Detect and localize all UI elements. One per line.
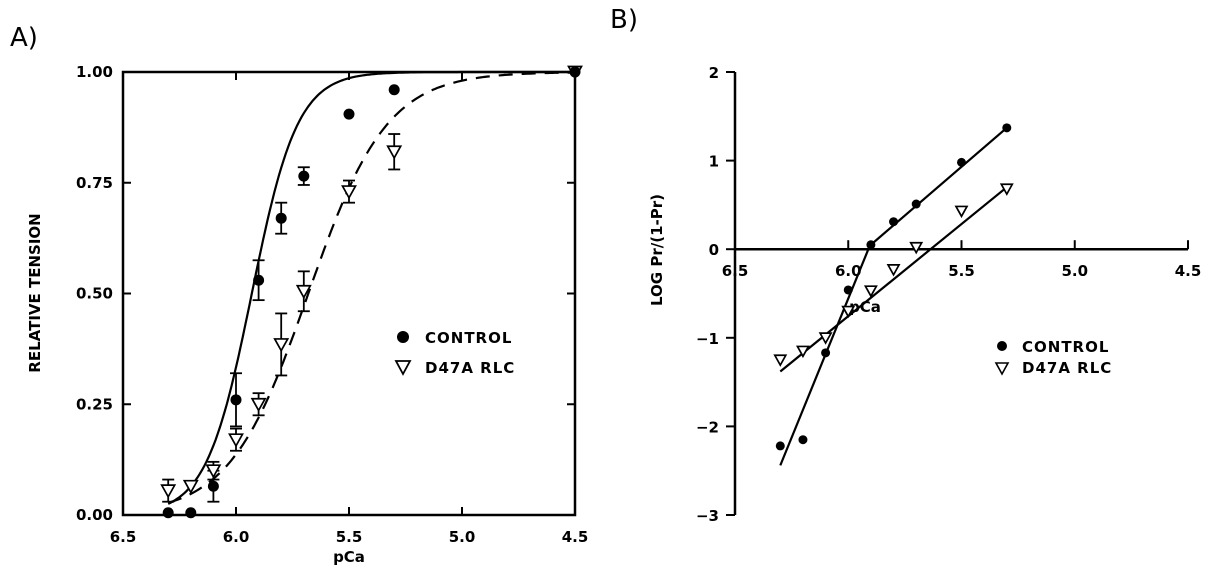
control-point (388, 84, 400, 96)
x-tick-label: 4.5 (562, 528, 589, 546)
control-point (866, 240, 876, 250)
panel-a-y-axis-title: RELATIVE TENSION (26, 213, 44, 372)
legend-b-d47a-label: D47A RLC (1022, 359, 1112, 377)
x-tick-label: 6.5 (722, 262, 749, 280)
d47a-point (273, 338, 290, 353)
legend-control-marker (397, 331, 409, 343)
x-tick-label: 6.0 (223, 528, 250, 546)
panel-a-x-axis-title: pCa (333, 548, 365, 566)
d47a-fit-curve (167, 71, 575, 504)
legend-control-label: CONTROL (425, 329, 512, 347)
x-tick-label: 5.5 (948, 262, 975, 280)
panel-a-label: A) (10, 23, 38, 53)
d47a-point (863, 285, 878, 298)
control-point (843, 285, 853, 295)
d47a-point (954, 205, 969, 219)
d47a-point (228, 433, 244, 448)
legend-b-control-marker (997, 341, 1007, 351)
control-point (162, 507, 174, 519)
y-tick-label: 0.75 (76, 174, 113, 192)
x-tick-label: 6.5 (110, 528, 137, 546)
control-point (185, 507, 197, 519)
d47a-point (295, 284, 312, 300)
legend-d47a-marker (394, 360, 412, 376)
x-tick-label: 5.0 (449, 528, 476, 546)
panel-b-x-axis-title: pCa (849, 298, 881, 316)
panel-a-y-axis: 0.00 0.25 0.50 0.75 1.00 (76, 63, 575, 524)
x-tick-label: 5.5 (336, 528, 363, 546)
d47a-point (250, 397, 267, 413)
legend-d47a-label: D47A RLC (425, 359, 515, 377)
panel-a-chart: A) 6.5 6.0 5.5 5.0 4.5 0.000.250.500.751.00 … (10, 23, 588, 566)
y-tick-label: −3 (696, 507, 719, 525)
control-point (569, 66, 581, 78)
x-tick-label: 4.5 (1175, 262, 1202, 280)
x-tick-label: 6.0 (835, 262, 862, 280)
control-point (957, 157, 966, 167)
panel-b-label: B) (610, 5, 638, 35)
y-tick-label: 0.50 (76, 285, 113, 303)
d47a-point (818, 332, 833, 345)
y-tick-label: 1.00 (76, 63, 113, 81)
control-point (253, 274, 265, 286)
control-point (911, 199, 921, 209)
x-tick-label: 5.0 (1061, 262, 1088, 280)
y-tick-label: −1 (696, 330, 719, 348)
control-point (1002, 123, 1012, 133)
y-tick-label: −2 (696, 418, 719, 436)
panel-b-fit-lines (779, 126, 1008, 466)
y-tick-label: 0 (709, 241, 719, 259)
d47a-point (796, 345, 810, 359)
panel-a-legend: CONTROL D47A RLC (394, 329, 515, 377)
panel-b-axes: 2 1 0 −1 −2 −3 6.5 6.0 5.5 5.0 4.5 (696, 64, 1201, 525)
d47a-point (841, 305, 856, 319)
panel-b-y-axis-title: LOG Pr/(1-Pr) (648, 194, 666, 306)
control-fit-line (870, 126, 1008, 246)
control-point (207, 480, 219, 492)
legend-b-d47a-marker (994, 362, 1010, 376)
panel-b-data-points (773, 123, 1014, 451)
d47a-point (909, 241, 924, 255)
control-fit-curve (167, 70, 575, 505)
panel-a-data-points (160, 65, 583, 519)
d47a-point (999, 183, 1014, 196)
y-tick-label: 1 (709, 153, 719, 171)
d47a-fit-line (779, 186, 1008, 373)
control-point (343, 108, 355, 120)
y-tick-label: 0.00 (76, 506, 113, 524)
panel-b-legend: CONTROL D47A RLC (994, 338, 1112, 377)
y-tick-label: 0.25 (76, 395, 113, 413)
control-point (298, 170, 310, 182)
control-point (798, 435, 808, 445)
control-point (275, 212, 287, 224)
control-point (775, 441, 785, 451)
panel-a-x-axis: 6.5 6.0 5.5 5.0 4.5 (110, 72, 589, 546)
d47a-point (182, 479, 199, 495)
panel-b-chart: B) 2 1 0 −1 −2 −3 6.5 6.0 5.5 5.0 4.5 pCa LOG Pr/(… (610, 5, 1201, 525)
d47a-point (773, 354, 788, 367)
legend-b-control-label: CONTROL (1022, 338, 1109, 356)
panel-a-fit-curves (167, 70, 575, 505)
d47a-point (341, 185, 357, 200)
d47a-point (886, 264, 901, 277)
control-point (821, 348, 831, 358)
panel-a-error-bars (162, 133, 401, 503)
y-tick-label: 2 (709, 64, 719, 82)
control-point (889, 217, 899, 227)
panel-a-plot-frame (121, 70, 577, 517)
d47a-point (386, 145, 403, 160)
d47a-point (160, 484, 177, 499)
control-point (230, 394, 242, 406)
d47a-point (205, 464, 222, 479)
